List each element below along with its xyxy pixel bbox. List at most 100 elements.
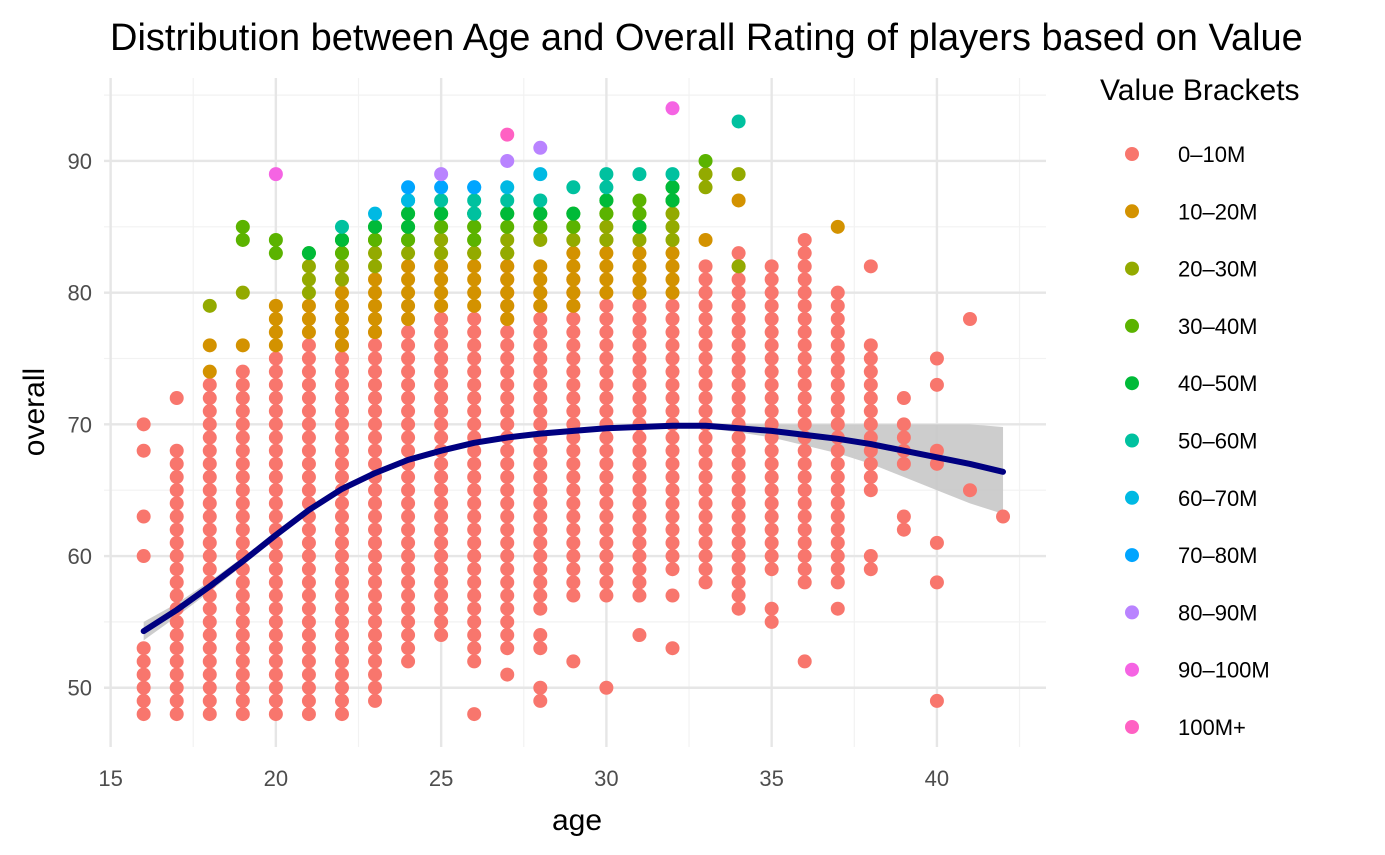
data-point [235, 391, 250, 406]
data-point [566, 404, 581, 419]
data-point [599, 364, 614, 379]
legend-swatch [1125, 490, 1139, 505]
data-point [665, 285, 680, 300]
data-point [698, 232, 713, 247]
data-point [467, 285, 482, 300]
data-point [599, 470, 614, 485]
data-point [731, 285, 746, 300]
data-point [632, 364, 647, 379]
data-point [169, 549, 184, 564]
data-point [169, 667, 184, 682]
data-point [235, 680, 250, 695]
data-point [301, 325, 316, 340]
data-point [599, 549, 614, 564]
data-point [401, 470, 416, 485]
data-point [334, 417, 349, 432]
data-point [764, 496, 779, 511]
data-point [698, 351, 713, 366]
data-point [401, 193, 416, 208]
data-point [665, 496, 680, 511]
data-point [268, 470, 283, 485]
legend-swatch [1125, 662, 1139, 677]
data-point [169, 470, 184, 485]
data-point [169, 456, 184, 471]
data-point [830, 562, 845, 577]
data-point [368, 311, 383, 326]
data-point [764, 311, 779, 326]
data-point [896, 456, 911, 471]
data-point [235, 588, 250, 603]
data-point [632, 351, 647, 366]
data-point [698, 549, 713, 564]
data-point [169, 628, 184, 643]
data-point [401, 272, 416, 287]
data-point [268, 628, 283, 643]
data-point [896, 391, 911, 406]
data-point [301, 680, 316, 695]
data-point [334, 707, 349, 722]
data-point [434, 206, 449, 221]
data-point [632, 430, 647, 445]
data-point [434, 562, 449, 577]
data-point [665, 272, 680, 287]
data-point [533, 259, 548, 274]
data-point [301, 575, 316, 590]
legend-label: 10–20M [1178, 199, 1258, 224]
data-point [467, 246, 482, 261]
data-point [764, 391, 779, 406]
data-point [632, 338, 647, 353]
data-point [797, 259, 812, 274]
data-point [500, 351, 515, 366]
data-point [764, 549, 779, 564]
data-point [566, 259, 581, 274]
data-point [566, 232, 581, 247]
data-point [599, 298, 614, 313]
data-point [368, 259, 383, 274]
data-point [301, 443, 316, 458]
data-point [467, 509, 482, 524]
data-point [500, 219, 515, 234]
data-point [301, 417, 316, 432]
data-point [599, 272, 614, 287]
data-point [830, 391, 845, 406]
data-point [533, 311, 548, 326]
data-point [434, 232, 449, 247]
data-point [368, 654, 383, 669]
data-point [500, 509, 515, 524]
data-point [566, 377, 581, 392]
data-point [731, 430, 746, 445]
data-point [467, 232, 482, 247]
data-point [368, 588, 383, 603]
data-point [764, 351, 779, 366]
data-point [434, 364, 449, 379]
data-point [401, 377, 416, 392]
data-point [169, 483, 184, 498]
data-point [334, 285, 349, 300]
data-point [467, 443, 482, 458]
data-point [467, 377, 482, 392]
data-point [301, 614, 316, 629]
data-point [929, 693, 944, 708]
data-point [401, 285, 416, 300]
data-point [334, 654, 349, 669]
data-point [665, 391, 680, 406]
data-point [698, 298, 713, 313]
data-point [301, 391, 316, 406]
data-point [698, 167, 713, 182]
data-point [632, 470, 647, 485]
data-point [268, 641, 283, 656]
data-point [268, 364, 283, 379]
data-point [334, 325, 349, 340]
data-point [434, 259, 449, 274]
data-point [863, 364, 878, 379]
data-point [301, 364, 316, 379]
data-point [533, 272, 548, 287]
legend-label: 20–30M [1178, 257, 1258, 282]
data-point [301, 456, 316, 471]
data-point [235, 614, 250, 629]
x-tick-label: 35 [759, 766, 783, 791]
data-point [797, 325, 812, 340]
data-point [334, 562, 349, 577]
data-point [467, 338, 482, 353]
data-point [731, 338, 746, 353]
